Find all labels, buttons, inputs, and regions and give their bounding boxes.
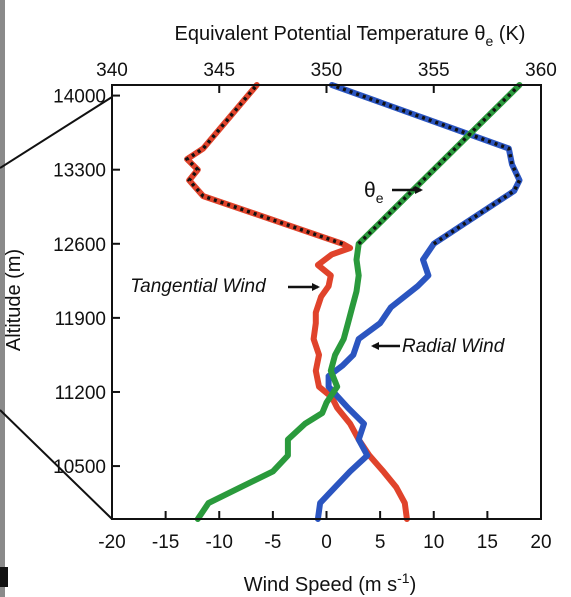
zoom-connector-top — [0, 96, 113, 169]
series-line-tangential-wind — [184, 82, 410, 522]
left-tick-label: 14000 — [53, 87, 106, 108]
dotted-overlay-2 — [357, 83, 521, 246]
ticks-layer: -20 -15 -10 -5 0 5 10 15 20 340 345 350 355 360 14000 1… — [53, 60, 557, 553]
annotation-theta-e: θe — [364, 179, 384, 206]
bottom-axis-title: Wind Speed (m s-1) — [244, 570, 417, 596]
left-tick-label: 13300 — [53, 161, 106, 182]
annotation-layer: Tangential Wind Radial Wind θe — [130, 179, 505, 357]
annotation-radial-wind: Radial Wind — [402, 336, 506, 357]
bottom-tick-label: -15 — [152, 532, 179, 553]
bottom-tick-label: 5 — [375, 532, 386, 553]
left-photo-mark — [0, 567, 8, 587]
bottom-tick-label: 15 — [477, 532, 498, 553]
top-tick-label: 350 — [311, 60, 343, 81]
top-tick-label: 340 — [96, 60, 128, 81]
series-line-radial-wind — [314, 82, 523, 522]
bottom-tick-label: -5 — [264, 532, 281, 553]
top-axis-title: Equivalent Potential Temperature θe (K) — [175, 23, 526, 49]
top-tick-label: 345 — [203, 60, 235, 81]
dotted-overlay-0 — [184, 83, 344, 246]
annotation-tangential-wind: Tangential Wind — [130, 276, 267, 297]
bottom-tick-label: 0 — [321, 532, 332, 553]
left-axis-title: Altitude (m) — [3, 249, 25, 351]
bottom-tick-label: 10 — [423, 532, 444, 553]
top-tick-label: 355 — [418, 60, 450, 81]
bottom-tick-label: 20 — [530, 532, 551, 553]
left-tick-label: 11200 — [55, 383, 106, 404]
left-tick-label: 11900 — [55, 309, 106, 330]
series-layer — [184, 82, 523, 522]
top-tick-label: 360 — [525, 60, 557, 81]
left-tick-label: 10500 — [53, 457, 106, 478]
bottom-tick-label: -20 — [98, 532, 125, 553]
plot-frame — [111, 84, 542, 520]
bottom-tick-label: -10 — [206, 532, 233, 553]
left-tick-label: 12600 — [53, 235, 106, 256]
left-photo-strip — [0, 0, 5, 597]
zoom-connector-bottom — [0, 409, 113, 520]
series-line-theta-e — [194, 82, 523, 522]
